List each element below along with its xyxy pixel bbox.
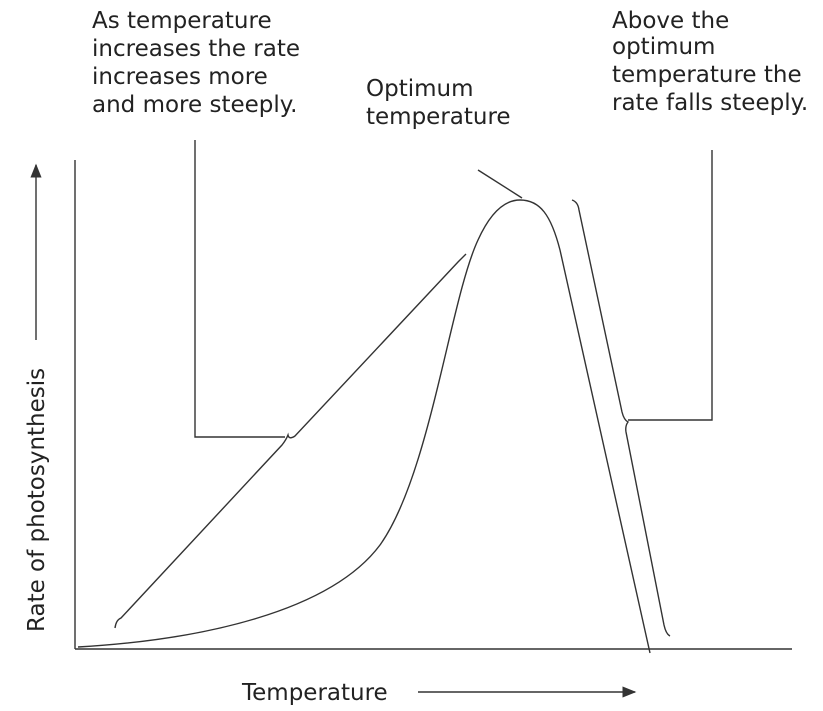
annotation-line: Optimum: [366, 76, 474, 102]
falling-bracket: [571, 199, 671, 637]
annotation-line: optimum: [612, 34, 715, 60]
annotation-line: increases more: [92, 64, 268, 90]
falling-leader: [628, 150, 713, 421]
rising-bracket: [114, 253, 467, 629]
rising-leader: [194, 140, 285, 438]
annotation-line: temperature the: [612, 62, 802, 88]
annotation-line: and more steeply.: [92, 92, 297, 118]
optimum-leader: [477, 169, 523, 199]
annotation-line: increases the rate: [92, 36, 300, 62]
rate-curve: [77, 199, 651, 654]
annotation-line: temperature: [366, 104, 511, 130]
annotation-line: As temperature: [92, 8, 272, 34]
x-axis-label: Temperature: [241, 680, 388, 706]
y-axis-label: Rate of photosynthesis: [24, 368, 50, 632]
annotation-line: rate falls steeply.: [612, 90, 808, 116]
annotation-line: Above the: [612, 8, 729, 34]
